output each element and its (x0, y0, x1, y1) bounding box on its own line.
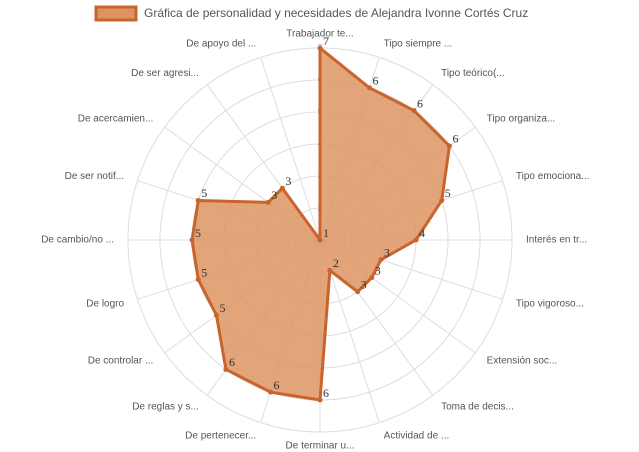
category-label: Extensión soc... (487, 356, 558, 367)
radar-point (213, 312, 219, 318)
category-label: De logro (86, 298, 124, 309)
radar-point (195, 277, 201, 283)
data-label: 4 (419, 226, 425, 240)
data-label: 6 (372, 74, 378, 88)
radar-point (366, 85, 372, 91)
category-label: De pertenecer... (185, 431, 256, 442)
legend-label: Gráfica de personalidad y necesidades de… (144, 6, 528, 20)
radar-point (355, 289, 361, 295)
category-label: Actividad de ... (384, 431, 450, 442)
radar-point (317, 237, 323, 243)
category-label: Tipo emociona... (516, 171, 590, 182)
radar-point (369, 275, 375, 281)
radar-point (378, 257, 384, 263)
radar-point (411, 108, 417, 114)
category-label: Interés en tr... (526, 235, 587, 246)
category-label: De terminar u... (286, 441, 355, 452)
data-label: 3 (271, 188, 277, 202)
radar-point (265, 199, 271, 205)
category-label: De cambio/no ... (41, 235, 114, 246)
category-label: De ser notif... (65, 171, 124, 182)
category-label: De reglas y s... (132, 401, 199, 412)
radar-point (317, 397, 323, 403)
category-label: Toma de decis... (441, 401, 514, 412)
category-label: De ser agresi... (131, 68, 199, 79)
category-label: De apoyo del ... (186, 39, 256, 50)
data-label: 1 (323, 226, 329, 240)
data-label: 6 (229, 355, 235, 369)
data-label: 6 (417, 96, 423, 110)
radar-point (189, 237, 195, 243)
data-label: 3 (285, 174, 291, 188)
data-label: 5 (219, 301, 225, 315)
radar-point (195, 197, 201, 203)
legend-swatch (94, 5, 138, 22)
data-label: 6 (452, 132, 458, 146)
radar-point (446, 143, 452, 149)
data-label: 5 (201, 265, 207, 279)
radar-point (279, 185, 285, 191)
radar-point (327, 267, 333, 273)
data-label: 3 (384, 246, 390, 260)
spoke (260, 57, 321, 241)
radar-point (268, 389, 274, 395)
category-label: De controlar ... (88, 356, 154, 367)
data-label: 3 (361, 278, 367, 292)
radar-point (317, 45, 323, 51)
radar-area (190, 46, 451, 402)
radar-point (413, 237, 419, 243)
category-label: Tipo organiza... (487, 114, 556, 125)
data-label: 5 (445, 186, 451, 200)
radar-point (439, 197, 445, 203)
category-label: Tipo vigoroso... (516, 298, 584, 309)
radar-point (223, 366, 229, 372)
category-label: Trabajador te... (286, 29, 353, 40)
data-label: 2 (333, 256, 339, 270)
category-label: Tipo teórico(... (441, 68, 505, 79)
category-label: De acercamien... (78, 114, 154, 125)
data-label: 6 (274, 378, 280, 392)
category-label: Tipo siempre ... (384, 39, 453, 50)
data-label: 5 (195, 226, 201, 240)
data-label: 7 (323, 34, 329, 48)
data-label: 3 (375, 263, 381, 277)
data-label: 5 (201, 186, 207, 200)
data-label: 6 (323, 386, 329, 400)
